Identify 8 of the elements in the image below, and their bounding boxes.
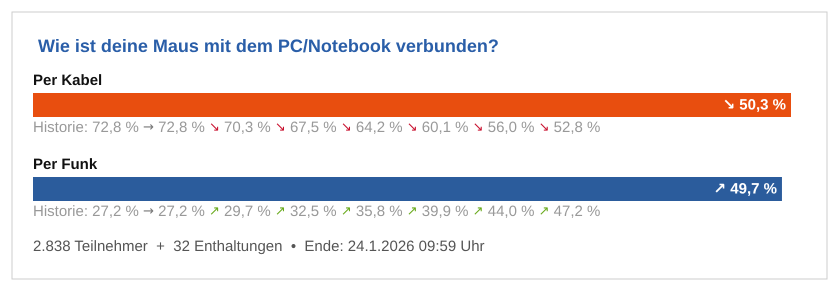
text: 2.838 Teilnehmer + 32 Enthaltungen • Ende: 24.1.2026 09:59 Uhr (33, 238, 485, 255)
y-tick-label: Per Kabel (33, 72, 102, 89)
chart-title: Wie ist deine Maus mit dem PC/Notebook verbunden? (38, 36, 499, 56)
data-label: ↘ 50,3 % (722, 96, 786, 114)
data-label: ↗ 49,7 % (714, 180, 777, 198)
text: Historie: 72,8 % → 72,8 % ↘ 70,3 % ↘ 67,5 % ↘ 64,2 % ↘ 60,1 % ↘ 56,0 % ↘ 52,8 % (33, 119, 600, 136)
text: Historie: 27,2 % → 27,2 % ↗ 29,7 % ↗ 32,5 % ↗ 35,8 % ↗ 39,9 % ↗ 44,0 % ↗ 47,2 % (33, 203, 600, 220)
y-tick-label: Per Funk (33, 156, 98, 173)
